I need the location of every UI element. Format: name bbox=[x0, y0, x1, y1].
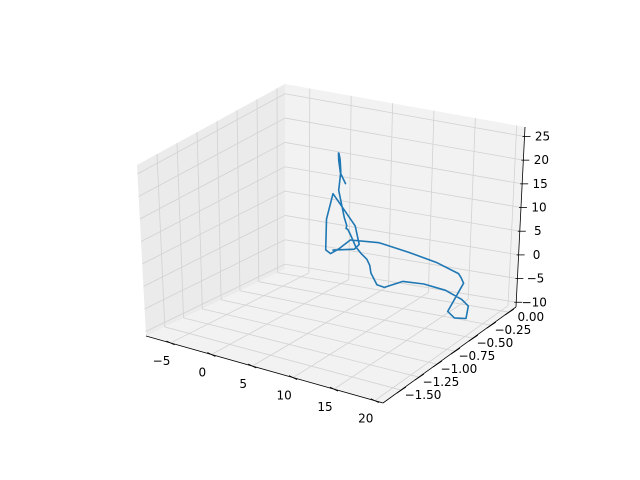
y-tick-label: −0.50 bbox=[476, 336, 513, 350]
x-tick-label: 5 bbox=[239, 377, 247, 391]
z-tick-label: −5 bbox=[527, 272, 545, 286]
y-grid-line bbox=[216, 121, 222, 300]
z-grid-line bbox=[139, 142, 286, 220]
x-grid-line bbox=[467, 118, 476, 300]
y-tick-mark bbox=[432, 360, 443, 368]
y-tick-mark bbox=[468, 334, 479, 342]
tick-labels: −5051015200.00−0.25−0.50−0.75−1.00−1.25−… bbox=[153, 129, 551, 425]
y-grid-line bbox=[183, 317, 420, 378]
y-tick-label: −1.25 bbox=[423, 375, 460, 389]
z-tick-label: −10 bbox=[522, 295, 547, 309]
series-line bbox=[324, 152, 470, 320]
x-grid-line bbox=[427, 110, 435, 293]
y-grid-line bbox=[156, 154, 166, 327]
left-pane bbox=[137, 84, 285, 336]
z-axis-line bbox=[515, 126, 526, 308]
z-grid-line bbox=[284, 93, 525, 137]
x-grid-line bbox=[374, 305, 509, 402]
x-grid-line bbox=[388, 103, 393, 287]
y-tick-mark bbox=[396, 386, 407, 394]
tick-marks bbox=[166, 136, 531, 404]
y-grid-line bbox=[176, 143, 184, 318]
y-grid-line bbox=[221, 299, 455, 352]
x-grid-line bbox=[308, 88, 311, 273]
y-tick-mark bbox=[486, 321, 497, 329]
floor-pane bbox=[146, 269, 516, 403]
z-grid-line bbox=[144, 239, 286, 310]
y-grid-line bbox=[236, 110, 241, 291]
x-grid-line bbox=[333, 298, 469, 390]
x-tick-mark bbox=[370, 398, 380, 404]
z-grid-line bbox=[284, 117, 524, 161]
z-grid-line bbox=[284, 166, 522, 208]
y-tick-mark bbox=[504, 308, 515, 316]
z-grid-line bbox=[284, 215, 519, 256]
y-grid-line bbox=[256, 99, 260, 282]
z-grid-line bbox=[138, 117, 286, 197]
axis-lines bbox=[145, 126, 526, 404]
x-axis-line bbox=[145, 335, 384, 404]
y-grid-line bbox=[164, 326, 402, 391]
axes-panes bbox=[137, 84, 525, 403]
x-tick-label: −5 bbox=[153, 354, 171, 368]
x-tick-mark bbox=[207, 352, 216, 357]
x-tick-mark bbox=[166, 340, 175, 346]
y-grid-line bbox=[239, 290, 473, 339]
z-grid-line bbox=[142, 190, 286, 265]
back-pane bbox=[285, 84, 525, 307]
y-grid-line bbox=[277, 272, 509, 313]
x-tick-label: 20 bbox=[358, 412, 373, 426]
z-grid-line bbox=[284, 239, 518, 279]
z-tick-label: 10 bbox=[531, 201, 546, 215]
x-grid-line bbox=[252, 285, 389, 367]
z-grid-line bbox=[284, 190, 520, 232]
x-tick-mark bbox=[248, 363, 257, 369]
z-grid-line bbox=[145, 263, 286, 332]
plot-area bbox=[324, 152, 470, 320]
z-grid-line bbox=[140, 166, 286, 242]
y-grid-line bbox=[258, 281, 491, 326]
x-tick-label: 15 bbox=[317, 400, 332, 414]
x-tick-mark bbox=[288, 375, 298, 380]
z-tick-label: 25 bbox=[535, 129, 550, 143]
y-tick-label: −1.00 bbox=[441, 362, 478, 376]
x-grid-line bbox=[211, 279, 349, 355]
y-tick-label: 0.00 bbox=[517, 310, 544, 324]
z-tick-label: 0 bbox=[533, 248, 541, 262]
x-tick-mark bbox=[329, 386, 339, 392]
y-axis-line bbox=[382, 306, 517, 404]
z-grid-line bbox=[284, 263, 517, 303]
y-grid-line bbox=[202, 308, 438, 365]
z-grid-line bbox=[143, 215, 286, 287]
x-tick-label: 10 bbox=[276, 389, 291, 403]
x-tick-label: 0 bbox=[199, 365, 207, 379]
y-tick-mark bbox=[450, 347, 461, 355]
z-grid-line bbox=[284, 142, 523, 185]
z-tick-label: 20 bbox=[534, 153, 549, 167]
x-grid-line bbox=[170, 272, 310, 344]
y-tick-label: −0.75 bbox=[459, 349, 496, 363]
grid-lines bbox=[137, 88, 525, 402]
z-grid-line bbox=[137, 93, 286, 175]
x-grid-line bbox=[507, 125, 518, 306]
y-tick-mark bbox=[414, 373, 425, 381]
y-tick-label: −0.25 bbox=[494, 323, 531, 337]
z-tick-label: 5 bbox=[534, 224, 542, 238]
z-tick-label: 15 bbox=[533, 177, 548, 191]
y-tick-label: −1.50 bbox=[405, 388, 442, 402]
y-grid-line bbox=[196, 132, 203, 309]
x-grid-line bbox=[292, 292, 429, 378]
